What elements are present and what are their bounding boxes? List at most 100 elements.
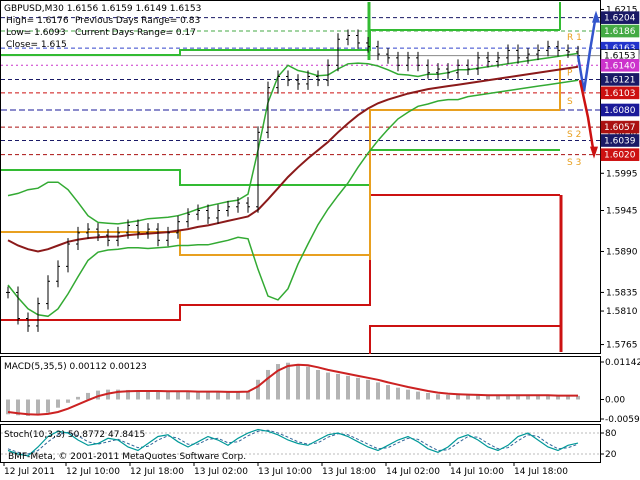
- macd-bar-1: [16, 399, 20, 416]
- macd-bar-40: [406, 389, 410, 400]
- level-tag-5: [600, 73, 640, 86]
- time-label-3: 13 Jul 02:00: [194, 467, 248, 477]
- low-value: Low= 1.6093: [6, 28, 66, 38]
- macd-bar-54: [546, 395, 550, 400]
- macd-axis: 0.01142 0.00 -0.00594: [600, 358, 640, 425]
- macd-bar-12: [126, 389, 130, 400]
- chart-header: GBPUSD,M30 1.6156 1.6159 1.6149 1.6153 H…: [4, 4, 201, 50]
- time-label-1: 12 Jul 10:00: [66, 467, 120, 477]
- level-tag-7: [600, 103, 640, 117]
- level-tag-label-1: 1.6186: [604, 27, 636, 37]
- level-tag-label-5: 1.6121: [604, 75, 636, 85]
- pivot-step-4: [369, 325, 560, 354]
- stochastic-panel: Stoch(10,3,3) 50.8772 47.8415 BMF-Meta, …: [0, 424, 601, 463]
- macd-bar-51: [516, 395, 520, 400]
- macd-bar-6: [66, 399, 70, 403]
- macd-bar-19: [196, 391, 200, 400]
- pivot-label-2: S: [567, 97, 573, 107]
- pivot-label-3: S 2: [567, 130, 581, 140]
- level-tag-label-6: 1.6103: [604, 89, 636, 99]
- macd-label: MACD(5,35,5) 0.00112 0.00123: [4, 362, 147, 372]
- macd-bar-50: [506, 395, 510, 400]
- macd-bar-3: [36, 399, 40, 416]
- macd-bar-20: [206, 391, 210, 400]
- pivot-label-1: P: [567, 69, 573, 79]
- macd-bar-35: [356, 377, 360, 400]
- time-label-7: 14 Jul 10:00: [450, 467, 504, 477]
- price-tick-label-2: 1.5995: [606, 169, 638, 179]
- macd-bar-42: [426, 392, 430, 400]
- level-tag-label-4: 1.6140: [604, 61, 636, 71]
- forecast-line-down: [578, 79, 596, 155]
- macd-bar-17: [176, 391, 180, 400]
- macd-bar-44: [446, 394, 450, 400]
- macd-bar-11: [116, 389, 120, 400]
- price-tick-label-0: 1.6215: [606, 5, 638, 15]
- stoch-tick-label-0: 80: [605, 429, 617, 439]
- macd-bar-29: [296, 364, 300, 400]
- macd-bar-9: [96, 390, 100, 400]
- time-label-0: 12 Jul 2011: [4, 467, 55, 477]
- macd-bar-33: [336, 373, 340, 400]
- macd-bar-49: [496, 395, 500, 400]
- macd-bar-26: [266, 369, 270, 400]
- macd-panel-frame: [0, 356, 601, 422]
- macd-bar-13: [136, 390, 140, 400]
- level-tag-label-0: 1.6204: [604, 14, 636, 24]
- time-label-4: 13 Jul 10:00: [258, 467, 312, 477]
- macd-bar-37: [376, 382, 380, 400]
- macd-bar-41: [416, 391, 420, 400]
- level-tag-8: [600, 120, 640, 134]
- macd-bar-15: [156, 390, 160, 400]
- macd-bar-27: [276, 364, 280, 400]
- price-tick-label-6: 1.5810: [606, 307, 638, 317]
- pivot-step-0: [1, 29, 560, 56]
- macd-bar-32: [326, 372, 330, 400]
- macd-bar-38: [386, 385, 390, 400]
- macd-signal-line: [7, 363, 578, 416]
- macd-bar-30: [306, 366, 310, 400]
- high-value: High= 1.6176: [6, 16, 69, 26]
- level-tag-label-3: 1.6153: [604, 52, 636, 62]
- macd-bar-56: [566, 395, 570, 400]
- price-tick-label-4: 1.5890: [606, 247, 638, 257]
- macd-bar-39: [396, 387, 400, 400]
- level-tag-label-2: 1.6163: [604, 44, 636, 54]
- level-tag-label-9: 1.6039: [604, 137, 636, 147]
- forecast-line: [576, 14, 598, 92]
- level-tag-9: [600, 134, 640, 147]
- pivot-step-3: [1, 194, 560, 321]
- macd-bar-5: [56, 399, 60, 408]
- macd-bar-45: [456, 394, 460, 400]
- price-tick-label-5: 1.5835: [606, 288, 638, 298]
- price-panel: R 1 P S S 2 S 3 GBPUSD,M30 1.6156 1.6159 1.6…: [0, 0, 601, 354]
- stochastic-content: [1, 428, 600, 457]
- bollinger-upper: [7, 52, 579, 225]
- price-panel-frame: [0, 0, 601, 354]
- time-label-5: 13 Jul 18:00: [322, 467, 376, 477]
- macd-bar-28: [286, 362, 290, 400]
- macd-tick-label-0: 0.01142: [605, 358, 640, 368]
- macd-tick-label-1: 0.00: [605, 395, 625, 405]
- pivot-step-2: [1, 109, 560, 256]
- macd-tick-label-2: -0.00594: [605, 415, 640, 425]
- level-tag-6: [600, 86, 640, 100]
- price-content: R 1 P S S 2 S 3: [1, 2, 600, 354]
- pivot-step-1: [1, 149, 560, 186]
- macd-bar-23: [236, 392, 240, 400]
- macd-bar-8: [86, 392, 90, 400]
- macd-bar-22: [226, 391, 230, 400]
- time-label-8: 14 Jul 18:00: [514, 467, 568, 477]
- stoch-tick-label-1: 20: [605, 450, 617, 460]
- macd-bar-0: [6, 399, 10, 415]
- macd-bar-46: [466, 395, 470, 400]
- macd-bar-16: [166, 391, 170, 400]
- forecast-arrow-up: [592, 10, 600, 23]
- macd-bar-36: [366, 379, 370, 400]
- price-tick-label-7: 1.5765: [606, 341, 638, 351]
- macd-bar-18: [186, 391, 190, 400]
- macd-bar-57: [576, 395, 580, 400]
- moving-average: [7, 65, 579, 253]
- bollinger-lower: [7, 79, 579, 318]
